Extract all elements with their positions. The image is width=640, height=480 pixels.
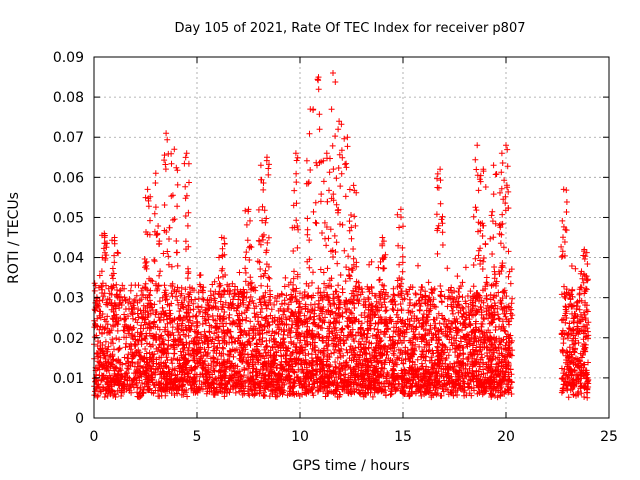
x-tick-labels: 0 5 10 15 20 25 (90, 429, 618, 445)
plot-frame (93, 56, 610, 419)
y-tick-label: 0.08 (53, 90, 84, 106)
y-tick-label: 0.03 (53, 291, 84, 307)
x-tick-label: 0 (90, 429, 99, 445)
y-tick-label: 0.09 (53, 50, 84, 66)
x-tick-label: 15 (394, 429, 412, 445)
chart-title: Day 105 of 2021, Rate Of TEC Index for r… (175, 21, 526, 36)
y-tick-label: 0.06 (53, 170, 84, 186)
x-tick-label: 5 (193, 429, 202, 445)
axis-ticks (93, 56, 610, 419)
x-tick-label: 25 (600, 429, 618, 445)
roti-points (91, 70, 592, 401)
x-tick-label: 20 (497, 429, 515, 445)
x-axis-label: GPS time / hours (292, 458, 409, 474)
y-tick-label: 0.02 (53, 331, 84, 347)
y-tick-label: 0.04 (53, 251, 84, 267)
y-axis-label: ROTI / TECUs (6, 192, 22, 284)
data-points (91, 70, 592, 401)
x-tick-label: 10 (291, 429, 309, 445)
y-tick-label: 0.07 (53, 130, 84, 146)
y-tick-label: 0 (75, 411, 84, 427)
y-tick-labels: 0 0.01 0.02 0.03 0.04 0.05 0.06 0.07 0.08 0.09 (53, 50, 84, 427)
y-tick-label: 0.05 (53, 210, 84, 226)
y-tick-label: 0.01 (53, 371, 84, 387)
